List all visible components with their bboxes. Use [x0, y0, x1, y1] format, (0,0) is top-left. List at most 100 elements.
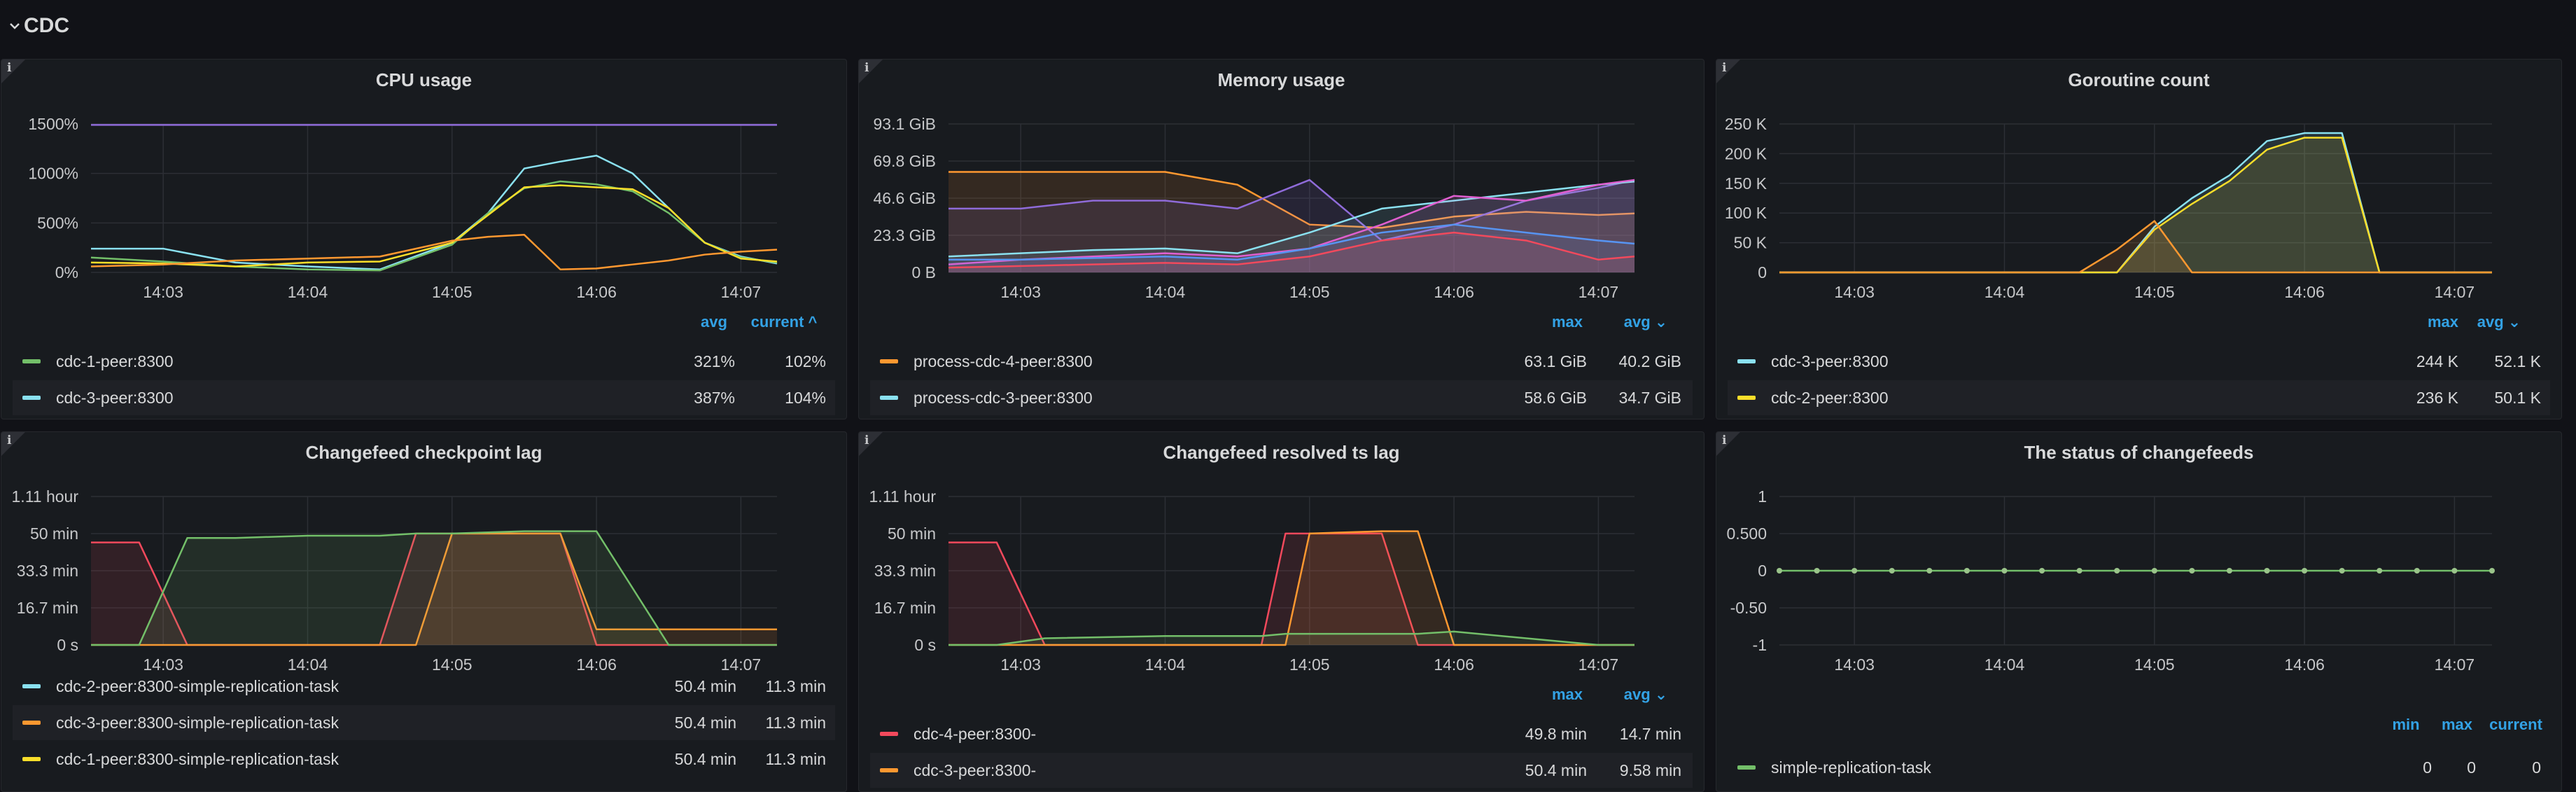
- info-corner-badge[interactable]: [1716, 60, 1740, 83]
- data-point[interactable]: [2414, 568, 2420, 574]
- data-point[interactable]: [2264, 568, 2270, 574]
- legend-series-name[interactable]: cdc-3-peer:8300: [1771, 352, 1889, 370]
- legend-row[interactable]: cdc-3-peer:8300 387% 104%: [13, 380, 835, 415]
- info-icon[interactable]: i: [1722, 433, 1727, 447]
- legend-row[interactable]: simple-replication-task 0 0 0: [1728, 750, 2550, 785]
- legend-series-name[interactable]: cdc-2-peer:8300: [1771, 389, 1889, 407]
- legend-header-0[interactable]: min: [2392, 716, 2420, 733]
- legend-series-name[interactable]: process-cdc-4-peer:8300: [913, 352, 1093, 370]
- data-point[interactable]: [2151, 568, 2157, 574]
- info-corner-badge[interactable]: [1, 432, 25, 456]
- panel-memory-usage[interactable]: i Memory usage 93.1 GiB 69.8 GiB 46.6 GiB 23.…: [858, 59, 1704, 419]
- info-corner-badge[interactable]: [859, 432, 883, 456]
- info-icon[interactable]: i: [7, 61, 12, 75]
- series-line[interactable]: [948, 223, 1635, 261]
- legend-series-name[interactable]: process-cdc-3-peer:8300: [913, 389, 1093, 407]
- chart-svg[interactable]: 1 0.500 0 -0.50 -1 14:03 14:04 14:05 14:06 14:07: [1716, 432, 2561, 670]
- row-title[interactable]: CDC: [24, 14, 69, 37]
- info-corner-badge[interactable]: [859, 60, 883, 83]
- data-point[interactable]: [1926, 568, 1933, 574]
- data-point[interactable]: [2451, 568, 2458, 574]
- legend-row[interactable]: process-cdc-3-peer:8300 58.6 GiB 34.7 GiB: [870, 380, 1693, 415]
- legend-series-name[interactable]: cdc-3-peer:8300-simple-replication-task: [56, 714, 339, 732]
- data-point[interactable]: [2489, 568, 2495, 574]
- series-line[interactable]: [948, 171, 1635, 229]
- panel-changefeed-status[interactable]: i The status of changefeeds 1 0.500 0 -0.50 -1…: [1716, 431, 2562, 792]
- legend-series-name[interactable]: cdc-1-peer:8300: [56, 352, 174, 370]
- legend-row[interactable]: cdc-3-peer:8300 244 K 52.1 K: [1728, 344, 2550, 379]
- info-icon[interactable]: i: [1722, 61, 1727, 75]
- panel-goroutine-count[interactable]: i Goroutine count 250 K 200 K 150 K 100 K 50 K…: [1716, 59, 2562, 419]
- legend-header-0[interactable]: avg: [701, 313, 727, 331]
- y-tick-label: 250 K: [1725, 115, 1768, 133]
- series-line[interactable]: [90, 234, 778, 271]
- data-point[interactable]: [1814, 568, 1820, 574]
- data-point[interactable]: [1777, 568, 1782, 574]
- legend-row[interactable]: cdc-1-peer:8300-simple-replication-task 5…: [13, 742, 835, 777]
- series-line[interactable]: [90, 180, 778, 272]
- data-point[interactable]: [2226, 568, 2232, 574]
- chart-svg[interactable]: 250 K 200 K 150 K 100 K 50 K 0 14:03 14:04 14:05…: [1716, 60, 2561, 298]
- legend-header-1[interactable]: avg ⌄: [2477, 313, 2521, 331]
- legend-row[interactable]: cdc-3-peer:8300-simple-replication-task 5…: [13, 705, 835, 740]
- x-tick-label: 14:05: [432, 283, 472, 298]
- chart-svg[interactable]: 1500% 1000% 500% 0% 14:03 14:04 14:05 14:06 14:0…: [1, 60, 846, 298]
- series-line[interactable]: [1779, 220, 2492, 274]
- panel-changefeed-resolved-ts-lag[interactable]: i Changefeed resolved ts lag 1.11 hour 50 m…: [858, 431, 1704, 792]
- info-corner-badge[interactable]: [1, 60, 25, 83]
- data-point[interactable]: [2189, 568, 2195, 574]
- legend-header-1[interactable]: max: [2441, 716, 2473, 733]
- legend-series-name[interactable]: cdc-4-peer:8300-: [913, 725, 1037, 743]
- legend-row[interactable]: cdc-4-peer:8300- 49.8 min 14.7 min: [870, 716, 1693, 751]
- chevron-down-icon[interactable]: [7, 18, 22, 34]
- data-point[interactable]: [2076, 568, 2082, 574]
- y-tick-label: 16.7 min: [874, 599, 936, 617]
- legend-header-0[interactable]: max: [1551, 686, 1583, 703]
- legend-series-name[interactable]: cdc-3-peer:8300-: [913, 761, 1037, 779]
- legend-row[interactable]: cdc-3-peer:8300- 50.4 min 9.58 min: [870, 753, 1693, 788]
- legend-header-0[interactable]: max: [1551, 313, 1583, 331]
- legend-header-2[interactable]: current: [2489, 716, 2542, 733]
- info-corner-badge[interactable]: [1716, 432, 1740, 456]
- legend-series-swatch: [880, 768, 898, 772]
- data-point[interactable]: [2001, 568, 2008, 574]
- legend-row[interactable]: cdc-2-peer:8300 236 K 50.1 K: [1728, 380, 2550, 415]
- legend-header-1[interactable]: avg ⌄: [1623, 686, 1668, 703]
- series-line[interactable]: [91, 532, 777, 646]
- data-point[interactable]: [2114, 568, 2120, 574]
- legend-row[interactable]: cdc-1-peer:8300 321% 102%: [13, 344, 835, 379]
- data-point[interactable]: [2039, 568, 2045, 574]
- series-line[interactable]: [948, 530, 1634, 646]
- legend-row[interactable]: cdc-2-peer:8300-simple-replication-task 5…: [13, 669, 835, 704]
- legend-value-2: 40.2 GiB: [1618, 352, 1682, 370]
- legend-row[interactable]: process-cdc-4-peer:8300 63.1 GiB 40.2 GiB: [870, 344, 1693, 379]
- legend-series-name[interactable]: cdc-1-peer:8300-simple-replication-task: [56, 750, 339, 768]
- legend-header-1[interactable]: current ^: [750, 313, 818, 331]
- chart-svg[interactable]: 1.11 hour 50 min 33.3 min 16.7 min 0 s 14:03 1…: [1, 432, 846, 670]
- series-line[interactable]: [948, 231, 1635, 269]
- data-point[interactable]: [2302, 568, 2308, 574]
- row-header[interactable]: CDC: [0, 0, 2576, 56]
- legend-series-name[interactable]: cdc-2-peer:8300-simple-replication-task: [56, 677, 339, 695]
- data-point[interactable]: [1963, 568, 1970, 574]
- series-line[interactable]: [948, 630, 1634, 646]
- panel-cpu-usage[interactable]: i CPU usage 1500% 1000% 500% 0% 14:03 14:04 14:0…: [1, 59, 847, 419]
- info-icon[interactable]: i: [864, 433, 869, 447]
- data-point[interactable]: [2339, 568, 2345, 574]
- series-line[interactable]: [90, 184, 778, 268]
- series-line[interactable]: [948, 179, 1635, 242]
- data-point[interactable]: [2376, 568, 2383, 574]
- chart-svg[interactable]: 1.11 hour 50 min 33.3 min 16.7 min 0 s 14:03 1…: [859, 432, 1704, 670]
- legend-series-name[interactable]: cdc-3-peer:8300: [56, 389, 174, 407]
- data-point[interactable]: [1851, 568, 1858, 574]
- series-line[interactable]: [91, 530, 777, 646]
- info-icon[interactable]: i: [7, 433, 12, 447]
- chart-svg[interactable]: 93.1 GiB 69.8 GiB 46.6 GiB 23.3 GiB 0 B 14:03…: [859, 60, 1704, 298]
- legend-series-name[interactable]: simple-replication-task: [1771, 758, 1931, 777]
- data-point[interactable]: [1889, 568, 1895, 574]
- info-icon[interactable]: i: [864, 61, 869, 75]
- legend-header-0[interactable]: max: [2427, 313, 2459, 331]
- series-line[interactable]: [948, 180, 1635, 258]
- panel-changefeed-checkpoint-lag[interactable]: i Changefeed checkpoint lag 1.11 hour 50 mi…: [1, 431, 847, 792]
- legend-header-1[interactable]: avg ⌄: [1623, 313, 1668, 331]
